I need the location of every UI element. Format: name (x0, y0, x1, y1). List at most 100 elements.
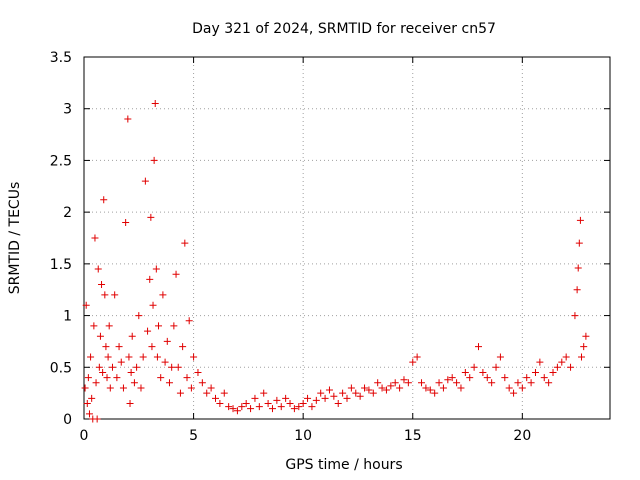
data-point (163, 337, 171, 345)
data-point (103, 374, 111, 382)
data-point (422, 384, 430, 392)
data-point (505, 384, 513, 392)
data-point (431, 389, 439, 397)
data-point (130, 379, 138, 387)
data-point (396, 384, 404, 392)
data-point (374, 379, 382, 387)
y-axis-ticks: 0 0.5 1 1.5 2 2.5 3 3.5 (50, 50, 610, 428)
data-point (155, 322, 163, 330)
data-point (264, 399, 272, 407)
data-point (96, 332, 104, 340)
data-point (466, 374, 474, 382)
data-point (260, 389, 268, 397)
data-point (527, 379, 535, 387)
data-point (286, 399, 294, 407)
data-point (225, 403, 233, 411)
data-point (88, 394, 96, 402)
data-point (251, 394, 259, 402)
data-point (304, 394, 312, 402)
data-point (496, 353, 504, 361)
data-point (104, 353, 112, 361)
data-point (83, 399, 91, 407)
data-point (578, 353, 586, 361)
data-point (216, 399, 224, 407)
data-point (387, 382, 395, 390)
data-point (404, 379, 412, 387)
data-point (95, 363, 103, 371)
data-point (453, 379, 461, 387)
data-point (183, 374, 191, 382)
data-point (483, 374, 491, 382)
data-point (127, 368, 135, 376)
y-tick-label: 1.5 (50, 257, 72, 273)
data-point (242, 399, 250, 407)
data-point (369, 389, 377, 397)
data-point (187, 384, 195, 392)
data-point (562, 353, 570, 361)
data-point (85, 410, 93, 418)
data-point (181, 239, 189, 247)
chart-title: Day 321 of 2024, SRMTID for receiver cn5… (192, 21, 496, 37)
data-point (198, 379, 206, 387)
data-point (106, 384, 114, 392)
data-point (510, 389, 518, 397)
data-point (352, 389, 360, 397)
data-point (580, 343, 588, 351)
data-point (98, 281, 106, 289)
data-point (233, 407, 241, 415)
y-tick-label: 1 (63, 309, 72, 325)
data-point (87, 353, 95, 361)
data-point (91, 234, 99, 242)
data-point (479, 368, 487, 376)
data-point (400, 376, 408, 384)
data-point (290, 405, 298, 413)
data-point (101, 291, 109, 299)
data-point (115, 343, 123, 351)
data-point (194, 368, 202, 376)
data-point (343, 394, 351, 402)
data-point (119, 384, 127, 392)
data-point (461, 368, 469, 376)
data-point (553, 363, 561, 371)
data-point (268, 405, 276, 413)
data-point (391, 379, 399, 387)
data-point (135, 312, 143, 320)
data-point (172, 270, 180, 278)
data-point (435, 379, 443, 387)
data-point (146, 275, 154, 283)
data-point (545, 379, 553, 387)
data-point (330, 392, 338, 400)
data-point (207, 384, 215, 392)
data-point (334, 399, 342, 407)
data-point (277, 403, 285, 411)
x-tick-label: 0 (80, 428, 89, 444)
data-point (321, 394, 329, 402)
data-point (111, 291, 119, 299)
x-axis-label: GPS time / hours (285, 457, 402, 473)
plot-area-frame (83, 56, 611, 420)
data-point (299, 399, 307, 407)
y-tick-label: 2 (63, 205, 72, 221)
data-point (518, 384, 526, 392)
data-point (190, 353, 198, 361)
data-point (159, 291, 167, 299)
data-point (317, 389, 325, 397)
data-point (100, 196, 108, 204)
data-point (308, 403, 316, 411)
data-point (174, 363, 182, 371)
data-point (144, 327, 152, 335)
y-tick-label: 0.5 (50, 360, 72, 376)
x-tick-label: 5 (189, 428, 198, 444)
data-point (238, 403, 246, 411)
data-point (203, 389, 211, 397)
data-point (409, 358, 417, 366)
data-point (212, 394, 219, 402)
data-point (571, 312, 579, 320)
data-point (82, 301, 90, 309)
data-point (255, 403, 263, 411)
data-point (295, 403, 303, 411)
data-point (148, 343, 156, 351)
data-point (92, 379, 100, 387)
y-tick-label: 3 (63, 102, 72, 118)
data-point (492, 363, 500, 371)
